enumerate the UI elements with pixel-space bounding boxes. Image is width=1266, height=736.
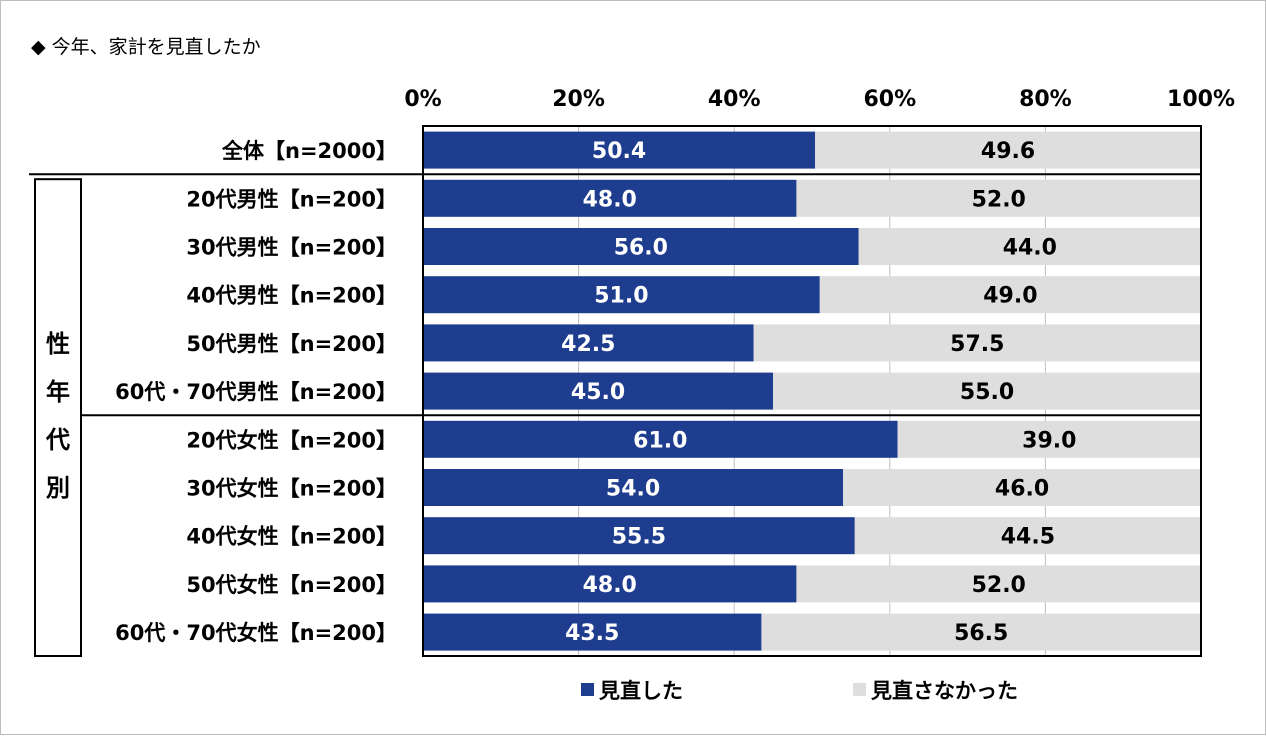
value-label: 46.0 (995, 477, 1049, 502)
bar-minaosanakatta (815, 131, 1201, 169)
x-tick-label: 60% (863, 87, 916, 112)
bar-minaosanakatta (753, 324, 1201, 362)
bar-mitanaoshita (423, 565, 797, 603)
value-label: 49.0 (983, 284, 1037, 309)
legend-label: 見直した (599, 679, 683, 703)
group-box (34, 178, 82, 657)
bar-mitanaoshita (423, 372, 774, 410)
bar-minaosanakatta (773, 372, 1201, 410)
bar-minaosanakatta (819, 276, 1201, 314)
legend-swatch (581, 683, 594, 696)
value-label: 51.0 (594, 284, 648, 309)
bar-mitanaoshita (423, 517, 855, 555)
group-label-char: 別 (46, 474, 70, 502)
category-label: 20代女性【n=200】 (186, 428, 397, 452)
value-label: 44.0 (1003, 236, 1057, 261)
value-label: 61.0 (633, 428, 687, 453)
bar-mitanaoshita (423, 469, 844, 506)
bar-mitanaoshita (423, 179, 797, 217)
value-label: 55.0 (960, 380, 1014, 405)
legend-label: 見直さなかった (871, 679, 1018, 703)
x-axis-ticks: 0% 20% 40% 60% 80% 100% (404, 87, 1235, 112)
group-label-char: 代 (45, 426, 70, 454)
bar-minaosanakatta (796, 565, 1201, 603)
value-label: 44.5 (1001, 525, 1055, 550)
value-label: 48.0 (583, 187, 637, 212)
plot-border (422, 125, 1202, 657)
category-labels: 全体【n=2000】 20代男性【n=200】 30代男性【n=200】 40代男性【… (115, 139, 397, 645)
value-label: 55.5 (612, 525, 666, 550)
bar-minaosanakatta (854, 517, 1201, 555)
category-label: 30代男性【n=200】 (186, 236, 397, 260)
category-label: 全体【n=2000】 (221, 139, 397, 163)
legend: 見直した 見直さなかった (581, 679, 1018, 703)
value-label: 56.5 (954, 621, 1008, 646)
value-label: 43.5 (565, 621, 619, 646)
value-label: 49.6 (981, 139, 1035, 164)
category-label: 50代女性【n=200】 (186, 573, 397, 597)
category-label: 30代女性【n=200】 (186, 477, 397, 501)
group-label-char: 年 (46, 378, 70, 406)
bar-mitanaoshita (423, 420, 898, 458)
category-label: 20代男性【n=200】 (186, 187, 397, 211)
value-label: 57.5 (950, 332, 1004, 357)
x-tick-label: 100% (1167, 87, 1235, 112)
x-tick-label: 20% (552, 87, 605, 112)
category-label: 50代男性【n=200】 (186, 332, 397, 356)
category-label: 40代女性【n=200】 (186, 525, 397, 549)
bar-mitanaoshita (423, 324, 754, 362)
category-label: 60代・70代女性【n=200】 (115, 621, 397, 645)
bars (423, 131, 1201, 651)
value-label: 52.0 (972, 187, 1026, 212)
value-label: 42.5 (561, 332, 615, 357)
bar-minaosanakatta (796, 179, 1201, 217)
category-label: 40代男性【n=200】 (186, 284, 397, 308)
value-label: 48.0 (583, 573, 637, 598)
value-label: 39.0 (1022, 428, 1076, 453)
plot-frame (29, 125, 1202, 657)
bar-minaosanakatta (858, 228, 1201, 265)
category-label: 60代・70代男性【n=200】 (115, 380, 397, 404)
x-tick-label: 80% (1019, 87, 1072, 112)
bar-minaosanakatta (843, 469, 1201, 506)
value-label: 56.0 (614, 236, 668, 261)
value-label: 45.0 (571, 380, 625, 405)
bar-minaosanakatta (761, 613, 1201, 651)
legend-swatch (853, 683, 866, 696)
group-label-char: 性 (46, 330, 70, 358)
chart-title: ◆ 今年、家計を見直したか (31, 36, 261, 58)
bar-mitanaoshita (423, 276, 820, 314)
x-tick-label: 0% (404, 87, 441, 112)
bar-mitanaoshita (423, 131, 816, 169)
value-label: 54.0 (606, 477, 660, 502)
bar-mitanaoshita (423, 228, 859, 265)
bar-minaosanakatta (897, 420, 1201, 458)
bar-mitanaoshita (423, 613, 762, 651)
value-label: 52.0 (972, 573, 1026, 598)
value-label: 50.4 (592, 139, 646, 164)
x-tick-label: 40% (708, 87, 761, 112)
value-labels: 50.4 49.6 48.0 52.0 56.0 44.0 51.0 49.0 42.5 57.5… (561, 139, 1076, 646)
